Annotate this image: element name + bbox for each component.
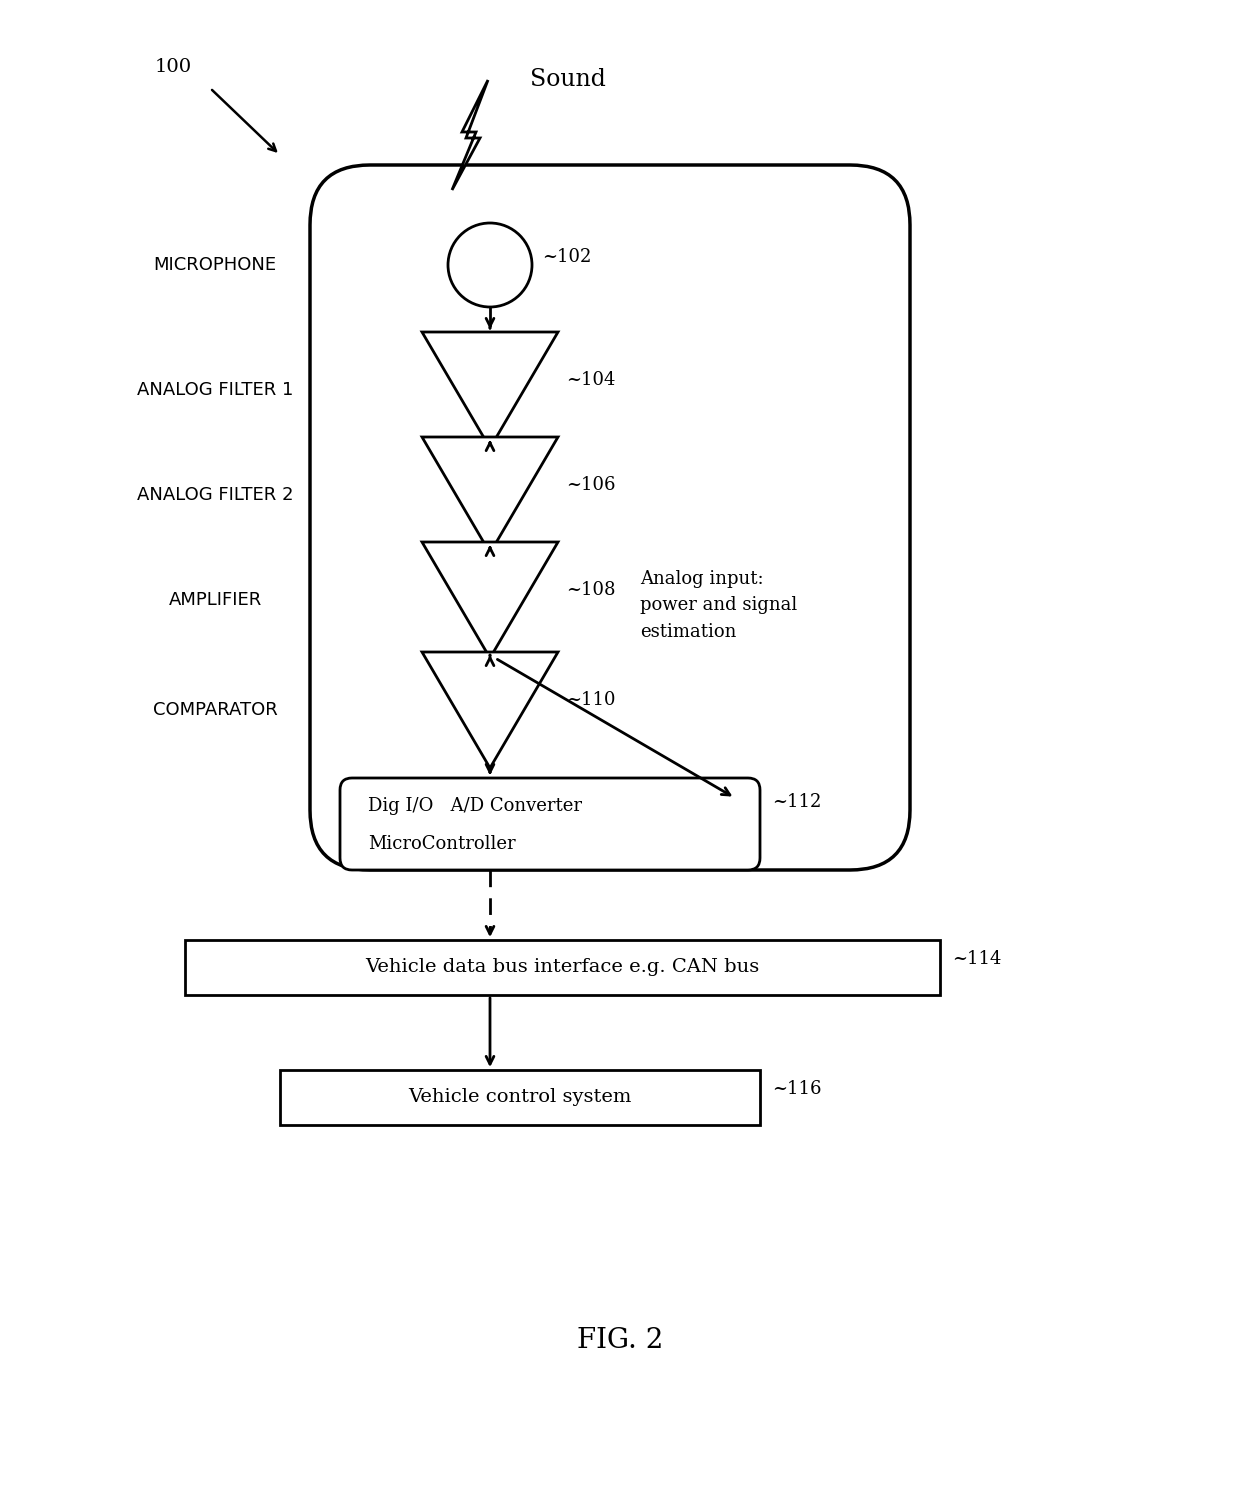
Text: ANALOG FILTER 1: ANALOG FILTER 1 — [136, 381, 293, 399]
Text: AMPLIFIER: AMPLIFIER — [169, 591, 262, 609]
Text: Sound: Sound — [529, 68, 606, 92]
Polygon shape — [453, 80, 489, 190]
Polygon shape — [422, 541, 558, 659]
Text: ~114: ~114 — [952, 951, 1002, 969]
Text: ~116: ~116 — [773, 1080, 821, 1098]
Text: Dig I/O   A/D Converter: Dig I/O A/D Converter — [368, 797, 582, 815]
Text: ~104: ~104 — [565, 371, 615, 390]
FancyBboxPatch shape — [185, 940, 940, 996]
Polygon shape — [422, 332, 558, 448]
Text: 100: 100 — [155, 59, 192, 77]
Polygon shape — [422, 653, 558, 769]
Text: MicroController: MicroController — [368, 835, 516, 853]
Text: ~106: ~106 — [565, 475, 615, 493]
Text: COMPARATOR: COMPARATOR — [153, 701, 278, 719]
Text: ~102: ~102 — [542, 248, 591, 266]
Polygon shape — [422, 438, 558, 553]
Text: Analog input:
power and signal
estimation: Analog input: power and signal estimatio… — [640, 570, 797, 641]
FancyBboxPatch shape — [340, 778, 760, 869]
Text: Vehicle control system: Vehicle control system — [408, 1089, 631, 1107]
Text: ~112: ~112 — [773, 793, 821, 811]
Text: MICROPHONE: MICROPHONE — [154, 256, 277, 274]
FancyBboxPatch shape — [280, 1069, 760, 1125]
Text: Vehicle data bus interface e.g. CAN bus: Vehicle data bus interface e.g. CAN bus — [366, 958, 760, 976]
FancyBboxPatch shape — [310, 165, 910, 869]
Text: ~108: ~108 — [565, 581, 615, 599]
Text: FIG. 2: FIG. 2 — [577, 1327, 663, 1354]
Text: ~110: ~110 — [565, 690, 615, 708]
Text: ANALOG FILTER 2: ANALOG FILTER 2 — [136, 486, 293, 504]
Circle shape — [448, 223, 532, 307]
